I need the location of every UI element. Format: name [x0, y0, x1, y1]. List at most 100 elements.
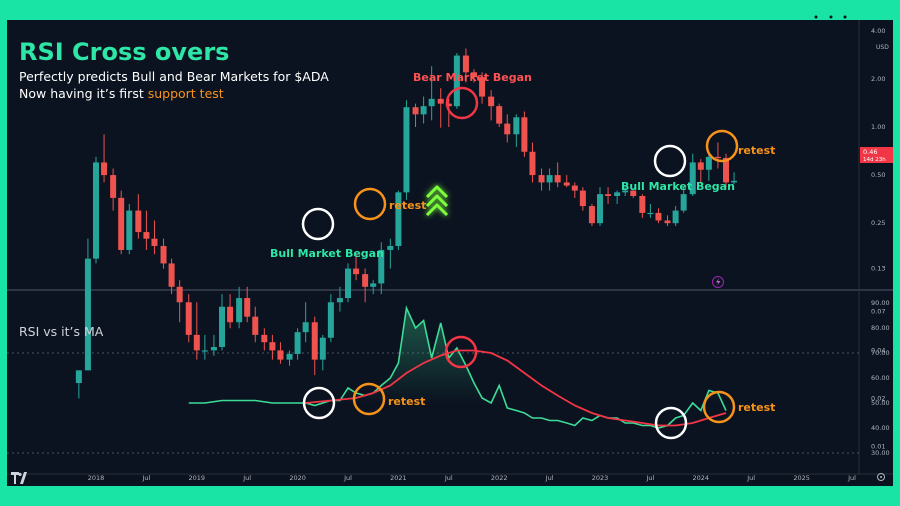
candle-body [714, 156, 721, 159]
subtitle-prefix: Now having it’s first [19, 86, 148, 101]
rsi-area-fill [188, 308, 727, 403]
candle-body [110, 175, 117, 198]
price-tick-label: 2.00 [871, 75, 885, 83]
candle-body [445, 103, 452, 107]
candle-body [630, 190, 637, 196]
retest-label-1: retest [389, 199, 426, 212]
candle-body [622, 190, 629, 193]
bull-circle-rsi-1 [302, 386, 336, 420]
candle-body [479, 77, 486, 97]
candle-body [193, 334, 200, 351]
candle-body [168, 263, 175, 287]
time-tick-label: 2018 [88, 474, 105, 482]
candle-body [244, 298, 251, 317]
bull-label-1: Bull Market Began [270, 247, 384, 260]
time-tick-label: 2021 [390, 474, 407, 482]
time-tick-label: 2020 [289, 474, 306, 482]
candle-body [529, 151, 536, 176]
rsi-tick-label: 90.00 [871, 299, 890, 307]
rsi-tick-label: 70.00 [871, 349, 890, 357]
time-tick-label: 2025 [793, 474, 810, 482]
candle-body [101, 162, 108, 176]
candle-body [353, 268, 360, 275]
candle-body [387, 245, 394, 250]
candle-body [151, 238, 158, 246]
time-axis[interactable]: 2018 Jul 2019 Jul 2020 Jul 2021 Jul 2022 Jul 2023 J… [88, 474, 856, 482]
candle-body [93, 162, 99, 259]
rsi-tick-label: 30.00 [871, 449, 890, 457]
bear-circle-price [445, 86, 479, 120]
rsi-pane-title: RSI vs it’s MA [19, 324, 104, 339]
tradingview-logo-icon[interactable] [11, 472, 31, 488]
chart-panel: 16.008.004.002.001.000.500.250.130.070.0… [7, 20, 893, 486]
candle-body [336, 298, 343, 303]
candle-body [689, 162, 696, 195]
candle-body [705, 156, 712, 170]
up-double-chevron-icon [425, 185, 449, 217]
candle-body [437, 98, 444, 104]
candle-body [261, 334, 268, 343]
rsi-axis[interactable]: 90.00 80.00 70.00 60.00 50.00 40.00 30.00 [871, 299, 890, 457]
candle-body [269, 342, 276, 351]
time-tick-label: 2023 [592, 474, 609, 482]
candle-body [176, 286, 183, 303]
settings-gear-icon[interactable] [877, 473, 885, 481]
candle-body [311, 322, 318, 360]
candle-body [538, 175, 545, 183]
bull-circle-rsi-2 [654, 406, 688, 440]
candle-body [453, 55, 460, 107]
candle-body [597, 194, 603, 224]
bear-label: Bear Market Began [413, 71, 532, 84]
candle-body [614, 192, 621, 196]
chart-title: RSI Cross overs [19, 38, 230, 66]
candle-body [160, 245, 167, 264]
candle-body [672, 210, 679, 224]
time-tick-label: Jul [645, 474, 654, 482]
candle-body [723, 157, 729, 183]
candle-body [521, 117, 528, 152]
candle-body [428, 98, 435, 107]
currency-label[interactable]: USD [876, 44, 889, 51]
candle-body [588, 206, 595, 224]
candle-body [84, 258, 91, 371]
candle-body [319, 337, 326, 360]
candle-body [412, 107, 419, 115]
price-axis[interactable]: 16.008.004.002.001.000.500.250.130.070.0… [871, 20, 890, 451]
candle-body [403, 107, 410, 193]
chart-svg: 16.008.004.002.001.000.500.250.130.070.0… [7, 20, 893, 482]
candle-body [135, 210, 142, 233]
price-tick-label: 0.50 [871, 171, 885, 179]
candle-body [680, 194, 687, 211]
time-tick-label: Jul [242, 474, 251, 482]
lightning-icon[interactable] [712, 276, 724, 288]
candle-body [664, 220, 671, 224]
price-tick-label: 0.25 [871, 219, 885, 227]
candle-body [210, 346, 217, 351]
candle-body [655, 212, 662, 221]
candle-body [420, 106, 427, 115]
price-tick-label: 1.00 [871, 123, 885, 131]
current-price-value: 0.46 [863, 148, 877, 156]
candle-body [345, 268, 351, 299]
candle-body [504, 123, 511, 135]
candle-body [327, 302, 334, 338]
time-tick-label: Jul [746, 474, 755, 482]
rsi-tick-label: 40.00 [871, 424, 890, 432]
time-tick-label: Jul [847, 474, 856, 482]
candle-body [462, 55, 469, 73]
candle-body [252, 316, 259, 335]
price-tick-label: 0.01 [871, 443, 885, 451]
candle-body [219, 306, 225, 347]
candle-body [579, 190, 586, 207]
candle-body [513, 117, 520, 135]
bull-circle-price-2 [653, 144, 687, 178]
time-tick-label: Jul [545, 474, 554, 482]
rsi-tick-label: 50.00 [871, 399, 890, 407]
menu-dots-icon[interactable] [812, 14, 848, 20]
retest-circle-price-1 [353, 187, 387, 221]
candle-body [185, 302, 192, 335]
candle-body [378, 249, 385, 284]
candle-body [605, 194, 612, 196]
time-tick-label: Jul [343, 474, 352, 482]
retest-label-3: retest [388, 395, 425, 408]
